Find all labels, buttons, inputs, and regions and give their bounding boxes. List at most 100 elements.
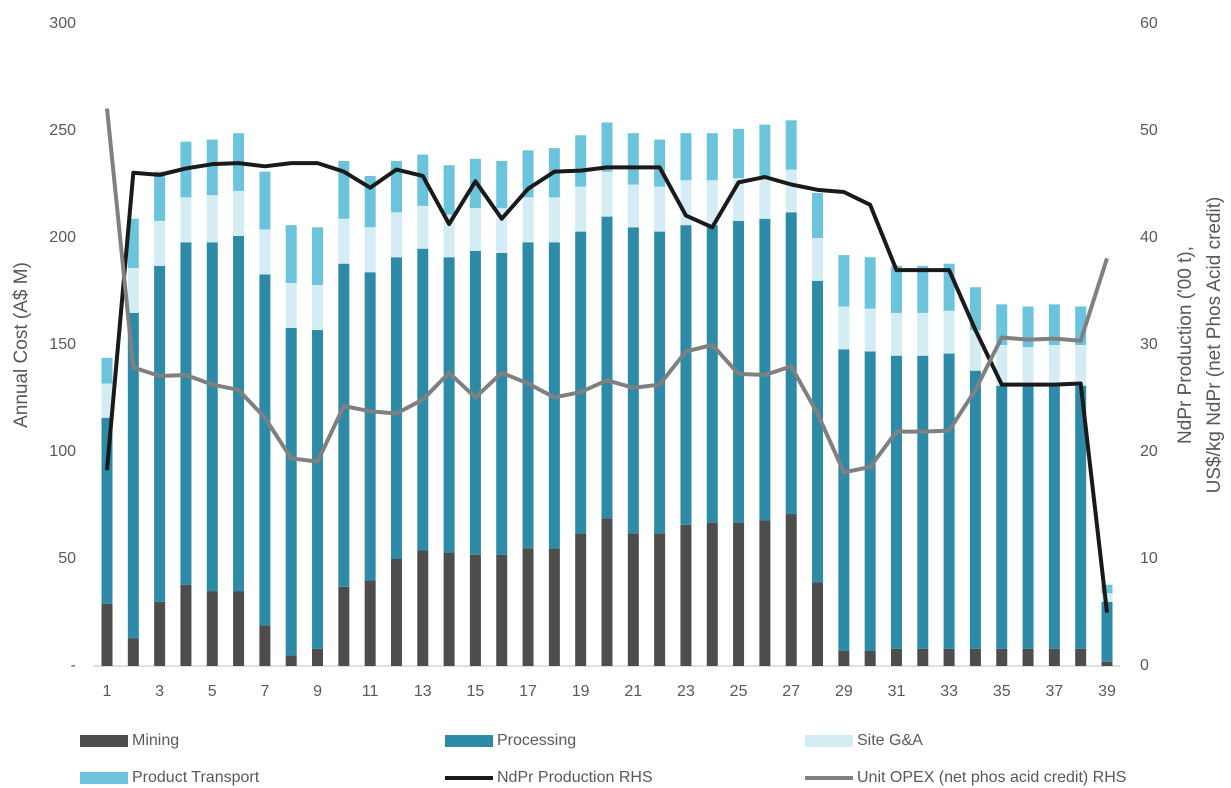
bar-segment: [364, 227, 376, 273]
legend-swatch: [445, 735, 493, 747]
bar-segment: [654, 186, 666, 232]
bar-segment: [364, 272, 376, 581]
bar-segment: [206, 242, 218, 592]
bar-segment: [1075, 345, 1087, 386]
bar-segment: [943, 263, 955, 311]
bar-segment: [469, 554, 481, 666]
bar-segment: [1022, 385, 1034, 649]
legend-label: Unit OPEX (net phos acid credit) RHS: [857, 769, 1126, 786]
bar-segment: [443, 214, 455, 258]
bar-segment: [259, 625, 271, 666]
bar-segment: [864, 257, 876, 309]
bar-segment: [469, 250, 481, 555]
bar-segment: [733, 178, 745, 221]
bar-segment: [996, 385, 1008, 649]
bar-segment: [785, 514, 797, 666]
bar-segment: [496, 252, 508, 555]
bar-segment: [864, 651, 876, 666]
bar-segment: [127, 312, 139, 639]
x-tick-label: 31: [888, 683, 906, 700]
bar-segment: [1075, 385, 1087, 649]
bar-segment: [654, 139, 666, 187]
bar-segment: [917, 648, 929, 666]
x-tick-label: 37: [1045, 683, 1063, 700]
bar-segment: [1075, 306, 1087, 345]
bar-segment: [496, 554, 508, 666]
line: [105, 161, 1109, 613]
bar-segment: [417, 550, 429, 666]
bar-segment: [154, 601, 166, 666]
bar-segment: [496, 208, 508, 253]
bar-segment: [838, 306, 850, 350]
bar-segment: [285, 225, 297, 283]
bar-segment: [627, 133, 639, 185]
legend-label: Product Transport: [132, 769, 260, 786]
bar-segment: [917, 265, 929, 313]
legend-swatch: [805, 735, 853, 747]
y-tick-label: -: [71, 657, 76, 674]
bar-segment: [601, 171, 613, 217]
bar-segment: [812, 238, 824, 281]
bar-segment: [627, 184, 639, 228]
bar-segment: [417, 154, 429, 206]
bar-segment: [443, 165, 455, 215]
bar-segment: [127, 638, 139, 666]
bar-segment: [575, 135, 587, 187]
x-tick-label: 13: [414, 683, 432, 700]
bar-segment: [364, 580, 376, 666]
bar-segment: [890, 312, 902, 356]
bar-segment: [943, 648, 955, 666]
bar-segment: [838, 651, 850, 666]
bar-segment: [101, 417, 113, 604]
bar-segment: [154, 220, 166, 266]
bar-segment: [680, 180, 692, 226]
bar-segment: [812, 582, 824, 666]
bar-segment: [706, 522, 718, 666]
legend-swatch: [80, 772, 128, 784]
bar-segment: [601, 518, 613, 666]
bar-segment: [1048, 648, 1060, 666]
x-tick-label: 11: [362, 683, 379, 700]
bar-segment: [443, 257, 455, 553]
bar-segment: [890, 355, 902, 649]
bar-segment: [996, 345, 1008, 386]
x-tick-label: 25: [730, 683, 748, 700]
y2-axis-label: NdPr Production ('00 t),: [1175, 246, 1196, 444]
y2-axis-label: US$/kg NdPr (net Phos Acid credit): [1204, 197, 1225, 494]
x-tick-label: 39: [1098, 683, 1116, 700]
bar-segment: [312, 227, 324, 286]
y2-tick-label: 20: [1140, 443, 1158, 460]
bar-segment: [1048, 385, 1060, 649]
bar-segment: [312, 330, 324, 649]
bar-segment: [680, 524, 692, 666]
bar-segment: [233, 591, 245, 666]
bar-segment: [654, 533, 666, 666]
bar-segment: [575, 231, 587, 534]
bar-segment: [838, 255, 850, 307]
bar-segment: [838, 349, 850, 652]
bar-segment: [259, 171, 271, 230]
bar-segment: [890, 648, 902, 666]
bar-segment: [1048, 304, 1060, 345]
y-tick-label: 50: [58, 550, 76, 567]
bar-segment: [996, 648, 1008, 666]
bar-segment: [1022, 306, 1034, 348]
x-tick-label: 33: [940, 683, 958, 700]
x-tick-label: 35: [993, 683, 1011, 700]
y2-tick-label: 60: [1140, 15, 1158, 32]
bar-segment: [785, 212, 797, 515]
bar-segment: [154, 171, 166, 221]
bar-segment: [338, 263, 350, 587]
bar-segment: [812, 193, 824, 238]
bar-segment: [627, 533, 639, 666]
bar-segment: [575, 533, 587, 666]
y-tick-label: 300: [49, 15, 76, 32]
bar-segment: [496, 160, 508, 209]
bar-segment: [917, 355, 929, 649]
bar-segment: [338, 586, 350, 666]
bar-segment: [522, 197, 534, 243]
y-tick-label: 200: [49, 229, 76, 246]
bar-segment: [127, 267, 139, 313]
bar-segment: [812, 280, 824, 583]
